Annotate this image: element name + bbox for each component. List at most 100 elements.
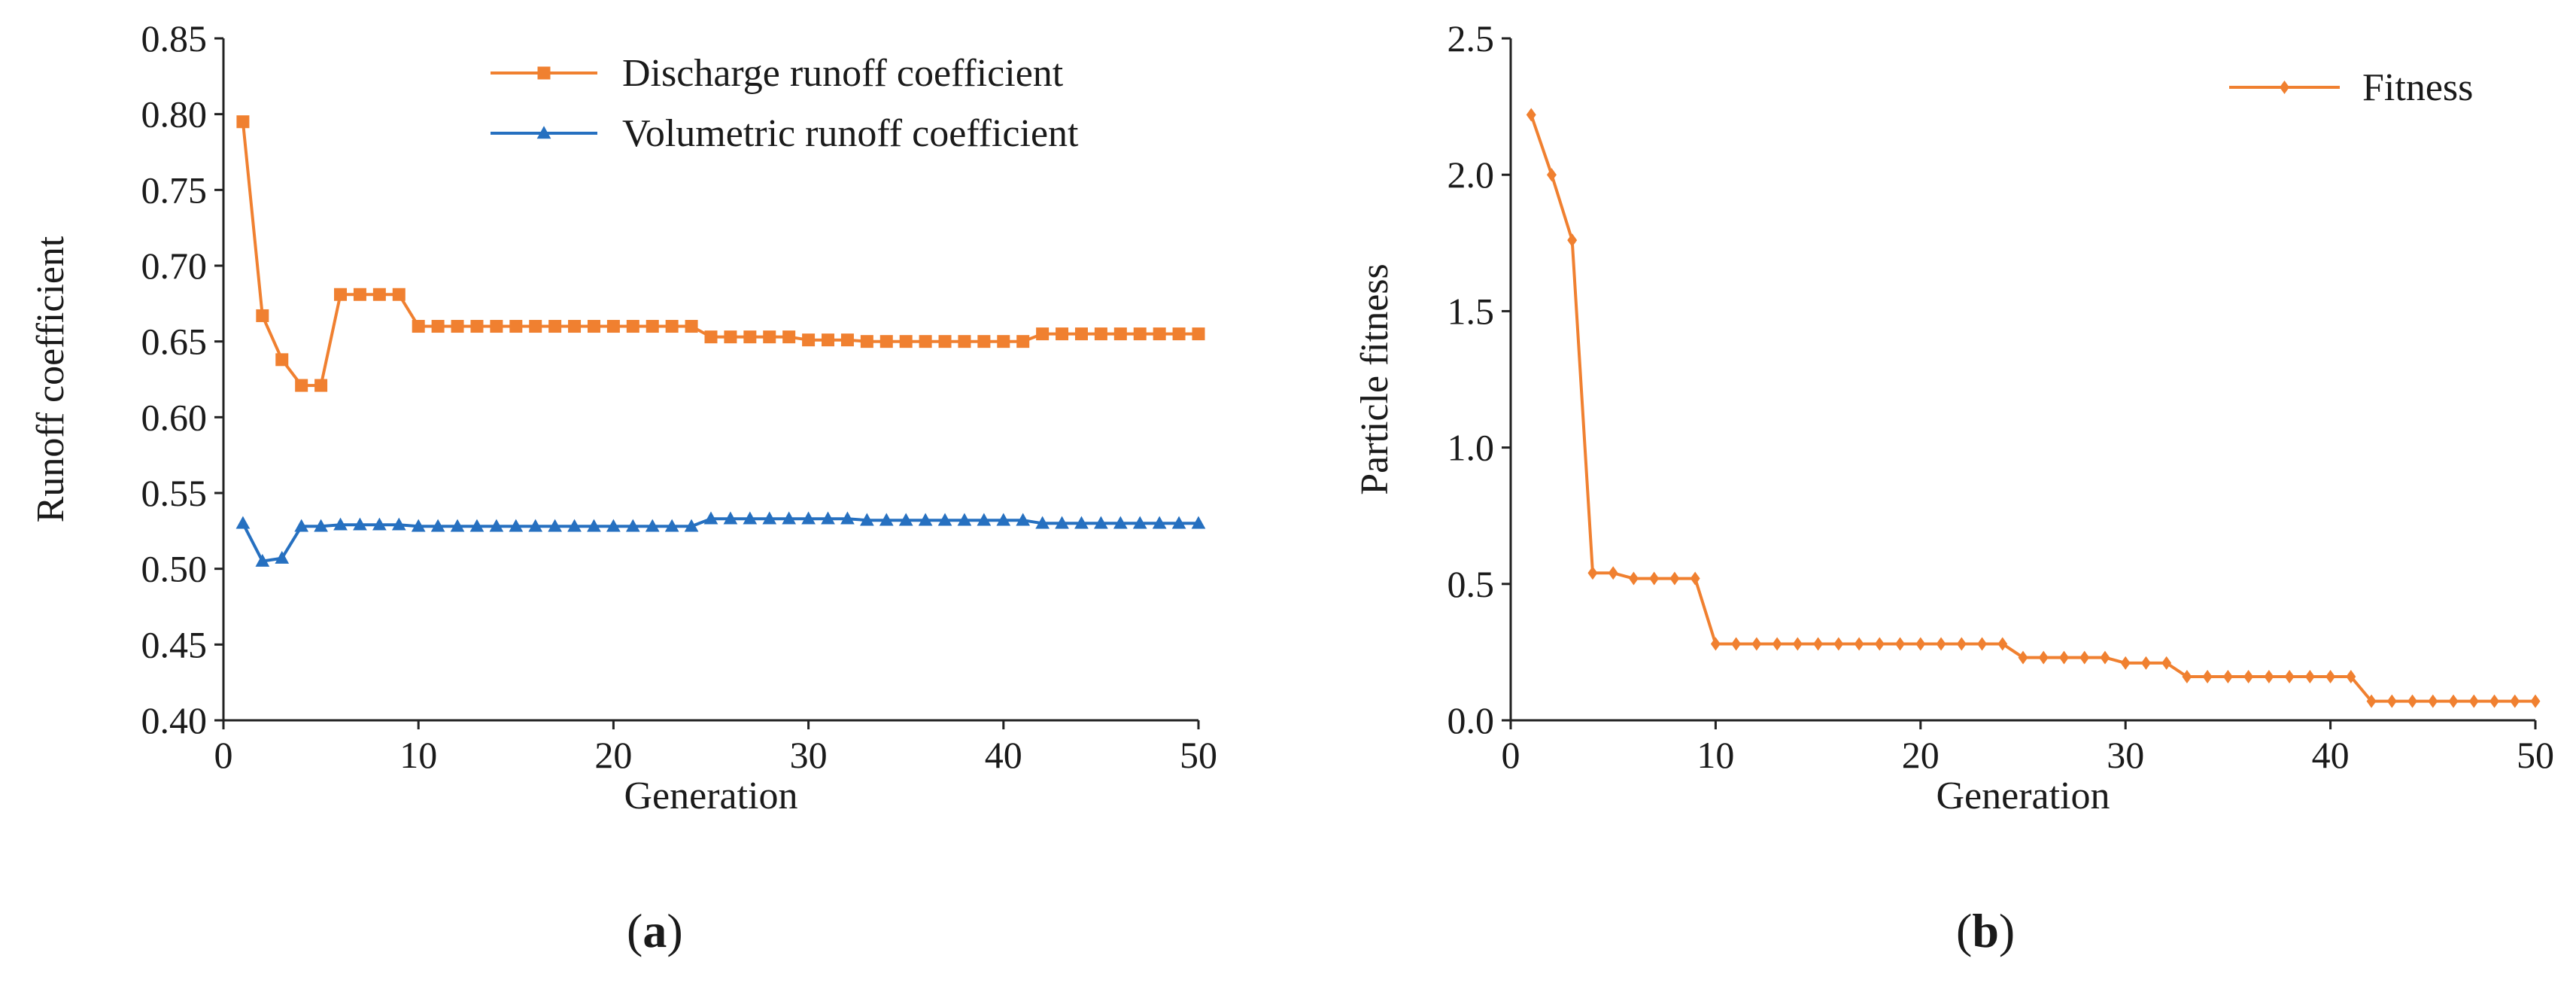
legend-label: Discharge runoff coefficient — [622, 52, 1064, 95]
data-point — [509, 320, 523, 333]
data-point — [1608, 566, 1618, 580]
data-point — [2079, 650, 2090, 665]
y-tick-label: 0.75 — [141, 169, 208, 211]
data-point — [1936, 637, 1946, 651]
data-point — [587, 320, 600, 333]
legend-entry: Fitness — [2229, 66, 2473, 109]
data-point — [626, 320, 639, 333]
data-point — [763, 330, 776, 344]
x-tick-label: 10 — [1697, 734, 1734, 776]
y-tick-label: 0.60 — [141, 396, 208, 438]
data-point — [529, 320, 542, 333]
data-point — [294, 519, 309, 532]
data-point — [743, 330, 757, 344]
data-point — [548, 320, 562, 333]
data-point — [1113, 516, 1128, 529]
panel-label-close-paren: ) — [667, 904, 682, 957]
y-tick-label: 0.0 — [1447, 699, 1495, 741]
data-point — [1997, 637, 2008, 651]
panel-label-open-paren: ( — [1956, 904, 1972, 957]
data-point — [684, 519, 699, 532]
x-tick-label: 0 — [214, 734, 233, 776]
y-tick-label: 0.50 — [141, 548, 208, 590]
data-point — [743, 511, 758, 525]
data-point — [509, 519, 524, 532]
y-tick-label: 0.65 — [141, 321, 208, 363]
y-tick-label: 0.5 — [1447, 563, 1495, 605]
data-point — [879, 513, 894, 526]
panel-label: (b) — [1956, 904, 2015, 957]
data-point — [2510, 694, 2520, 708]
data-point — [391, 517, 406, 531]
data-point — [1710, 637, 1721, 651]
data-point — [1172, 327, 1186, 341]
data-point — [802, 333, 816, 347]
x-tick-label: 10 — [399, 734, 437, 776]
data-point — [235, 516, 251, 529]
data-point — [762, 511, 777, 525]
data-point — [1094, 327, 1107, 341]
data-point — [2448, 694, 2459, 708]
data-point — [1171, 516, 1186, 529]
data-point — [1074, 516, 1089, 529]
data-point — [1133, 327, 1147, 341]
data-point — [372, 517, 387, 531]
data-point — [2038, 650, 2049, 665]
series-volumetric-runoff-coefficient — [235, 511, 1206, 567]
x-tick-label: 50 — [2517, 734, 2554, 776]
data-point — [255, 553, 270, 567]
legend-marker — [537, 66, 551, 80]
y-tick-label: 0.85 — [141, 17, 208, 59]
data-point — [430, 519, 445, 532]
x-tick-label: 50 — [1180, 734, 1217, 776]
data-point — [489, 519, 504, 532]
data-point — [625, 519, 640, 532]
data-point — [490, 320, 503, 333]
data-point — [2243, 670, 2254, 684]
data-point — [1132, 516, 1147, 529]
data-point — [1526, 108, 1536, 122]
data-point — [1587, 566, 1598, 580]
data-point — [275, 550, 290, 564]
x-tick-label: 30 — [2107, 734, 2144, 776]
data-point — [606, 320, 620, 333]
data-point — [2182, 670, 2192, 684]
series-line — [241, 121, 1198, 388]
data-point — [840, 511, 855, 525]
data-point — [919, 335, 932, 348]
data-point — [2325, 670, 2336, 684]
data-point — [646, 320, 659, 333]
data-point — [1191, 516, 1206, 529]
data-point — [451, 320, 464, 333]
data-point — [977, 513, 992, 526]
data-point — [295, 379, 308, 392]
data-point — [782, 511, 797, 525]
y-tick-label: 0.70 — [141, 245, 208, 287]
x-tick-label: 20 — [1902, 734, 1940, 776]
x-tick-label: 0 — [1502, 734, 1520, 776]
data-point — [1547, 168, 1557, 182]
data-point — [372, 288, 386, 301]
data-point — [2284, 670, 2295, 684]
data-point — [1016, 335, 1030, 348]
data-point — [392, 288, 406, 301]
series-discharge-runoff-coefficient — [236, 115, 1205, 392]
data-point — [2059, 650, 2069, 665]
data-point — [723, 511, 738, 525]
data-point — [860, 513, 874, 526]
data-point — [899, 335, 913, 348]
data-point — [1977, 637, 1987, 651]
data-point — [2100, 650, 2110, 665]
legend-label: Volumetric runoff coefficient — [622, 112, 1079, 155]
data-point — [568, 320, 582, 333]
data-point — [1669, 571, 1680, 586]
data-point — [1056, 327, 1069, 341]
series-line — [1530, 114, 2535, 703]
data-point — [256, 309, 269, 322]
panel-label-letter: b — [1972, 904, 1999, 957]
data-point — [724, 330, 737, 344]
legend-marker — [536, 126, 551, 139]
data-point — [353, 517, 367, 531]
data-point — [469, 519, 485, 532]
